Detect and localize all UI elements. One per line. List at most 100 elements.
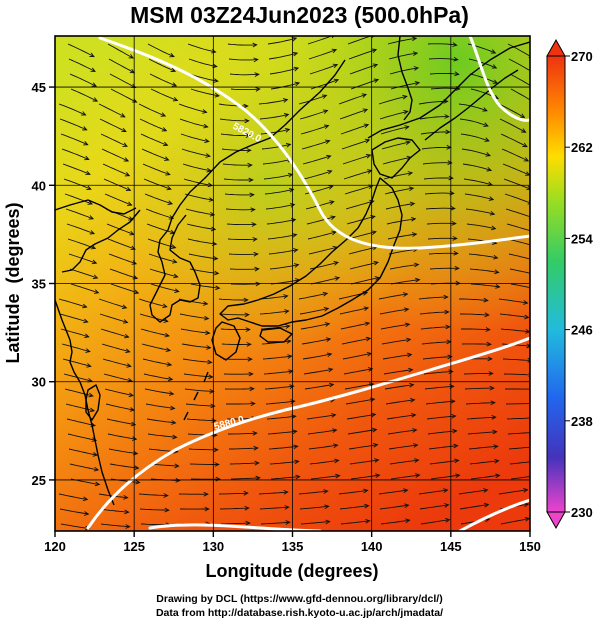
streamline-arrow [128, 392, 134, 398]
streamline [305, 201, 334, 210]
streamline-arrow [454, 71, 460, 77]
streamline-arrow [214, 270, 220, 276]
streamline [146, 223, 175, 234]
streamline-arrow [293, 444, 299, 450]
streamline-arrow [321, 94, 328, 99]
streamline-arrow [413, 66, 420, 71]
streamline-arrow [204, 138, 210, 144]
streamline-arrow [409, 382, 415, 388]
streamline [102, 163, 130, 177]
streamline-arrow [249, 386, 255, 392]
streamline-arrow [532, 100, 537, 104]
streamline [300, 521, 330, 525]
streamline [464, 387, 494, 390]
streamline [502, 358, 530, 361]
streamline-arrow [404, 322, 411, 328]
streamline [149, 463, 179, 467]
streamline-arrow [324, 124, 330, 130]
streamline [188, 58, 217, 68]
streamline [59, 313, 88, 323]
streamline [499, 313, 529, 318]
x-axis-label: Longitude (degrees) [205, 561, 378, 581]
streamline-arrow [214, 462, 220, 467]
streamline [263, 173, 293, 180]
streamline-arrow [87, 200, 93, 205]
streamline-arrow [333, 443, 339, 449]
streamline-arrow [247, 162, 253, 168]
streamline [110, 88, 137, 103]
streamline-arrow [410, 397, 416, 403]
streamline [429, 267, 459, 270]
streamline-arrow [244, 505, 250, 511]
streamline [388, 248, 418, 255]
streamline [304, 383, 334, 390]
streamline-arrow [333, 78, 340, 84]
streamline [301, 338, 331, 345]
streamline-arrow [245, 133, 251, 138]
streamline [69, 268, 98, 279]
streamline-arrow [205, 330, 211, 336]
streamline-arrow [445, 129, 451, 135]
streamline-arrow [92, 452, 99, 457]
streamline [66, 418, 96, 427]
streamline-arrow [411, 232, 418, 237]
streamline [299, 505, 329, 510]
streamline-arrow [287, 354, 293, 359]
streamline-arrow [323, 306, 330, 312]
streamline [265, 400, 295, 405]
streamline-arrow [215, 476, 221, 482]
streamline [65, 208, 94, 220]
streamline [59, 118, 87, 131]
streamline-arrow [169, 52, 175, 58]
streamline-arrow [412, 428, 418, 433]
streamline-arrow [402, 292, 409, 297]
streamline [145, 208, 174, 219]
streamline [138, 298, 167, 308]
streamline-arrow [252, 430, 258, 436]
streamline [260, 325, 290, 330]
streamline [58, 103, 86, 116]
streamline-arrow [484, 312, 490, 318]
streamline [101, 148, 129, 162]
streamline [310, 277, 340, 285]
streamline-arrow [85, 170, 91, 176]
streamline [263, 370, 293, 375]
streamline-arrow [325, 337, 332, 342]
streamline-arrow [91, 82, 98, 87]
streamline-arrow [403, 307, 410, 312]
streamline [70, 88, 98, 102]
streamline [469, 268, 499, 273]
streamline [498, 489, 528, 495]
streamline [428, 252, 458, 255]
streamline-arrow [331, 230, 337, 236]
streamline-arrow [91, 259, 98, 265]
streamline-arrow [444, 309, 450, 315]
streamline-arrow [282, 98, 289, 103]
streamline [185, 403, 215, 407]
streamline [99, 313, 128, 323]
streamline [261, 143, 291, 150]
streamline [190, 88, 219, 97]
streamline-arrow [329, 200, 335, 205]
streamline [260, 128, 290, 135]
streamline [510, 283, 530, 288]
streamline-arrow [334, 458, 340, 464]
streamline [190, 283, 220, 289]
streamline [301, 140, 330, 150]
streamline [141, 343, 171, 351]
streamline [499, 118, 526, 133]
streamline-arrow [453, 443, 459, 449]
streamline-arrow [252, 42, 258, 48]
streamline [108, 253, 137, 265]
streamline-arrow [414, 458, 420, 463]
streamline [350, 474, 380, 480]
streamline [58, 298, 87, 308]
streamline-arrow [172, 434, 178, 440]
x-tick-label: 145 [440, 539, 462, 554]
streamline-arrow [374, 276, 381, 281]
streamline [259, 506, 289, 510]
streamline [144, 388, 174, 395]
streamline-arrow [490, 225, 497, 231]
streamline [229, 73, 259, 76]
streamline [150, 283, 179, 292]
